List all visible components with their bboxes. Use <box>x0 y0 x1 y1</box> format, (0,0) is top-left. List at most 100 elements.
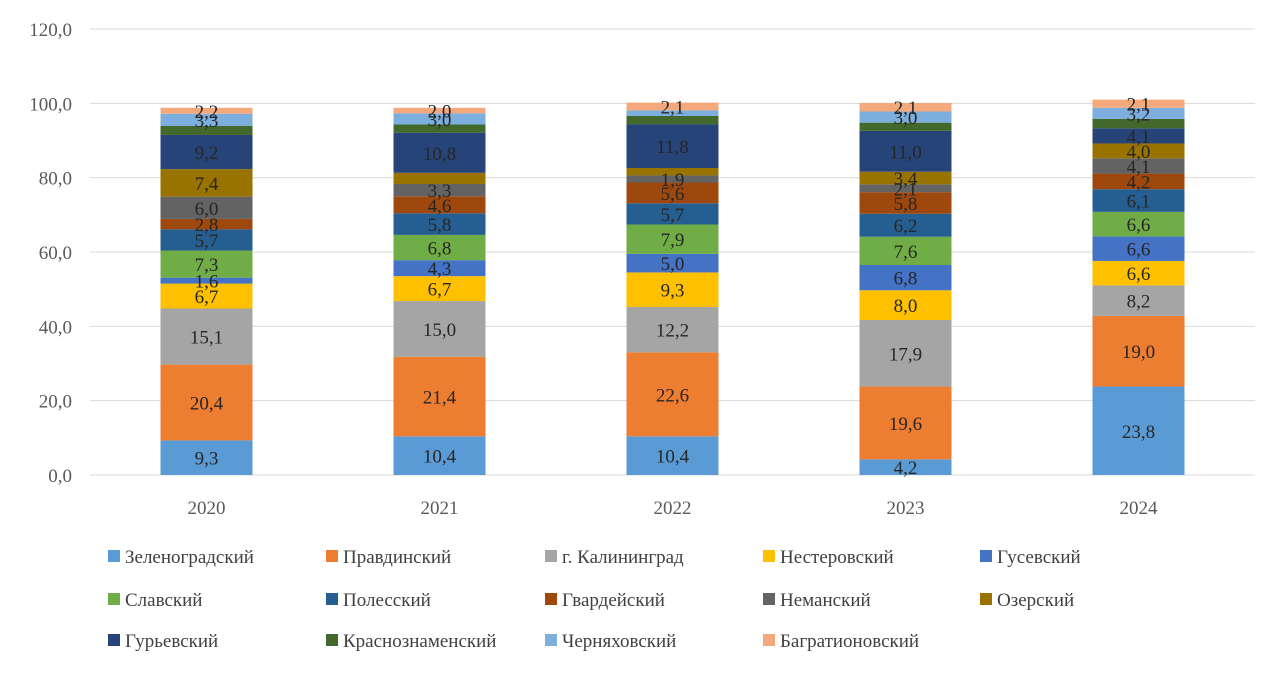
legend-label: г. Калининград <box>562 547 684 568</box>
data-label: 4,2 <box>894 458 918 479</box>
legend-label: Гурьевский <box>125 631 218 652</box>
data-label: 2,0 <box>428 102 452 123</box>
data-label: 3,0 <box>894 108 918 129</box>
data-label: 6,6 <box>1127 240 1151 261</box>
data-label: 2,1 <box>1127 95 1151 116</box>
legend-swatch <box>108 550 120 562</box>
bar-segment <box>393 436 486 475</box>
bar-segment <box>859 130 952 172</box>
data-label: 2,1 <box>894 179 918 200</box>
data-label: 6,6 <box>1127 215 1151 236</box>
data-label: 10,4 <box>656 447 690 468</box>
legend-label: Нестеровский <box>780 547 894 568</box>
x-tick-label: 2021 <box>421 498 459 519</box>
bar-segment <box>626 168 719 176</box>
legend-swatch <box>108 593 120 605</box>
data-label: 15,1 <box>190 328 223 349</box>
data-label: 4,6 <box>428 196 452 217</box>
legend-swatch <box>980 550 992 562</box>
y-axis-ticks: 0,0 20,0 40,0 60,0 80,0 100,0 120,0 <box>29 20 72 487</box>
legend-swatch <box>326 550 338 562</box>
legend-label: Гвардейский <box>562 590 665 611</box>
legend-label: Черняховский <box>562 631 676 652</box>
data-label: 10,8 <box>423 144 456 165</box>
y-tick-label: 120,0 <box>29 20 72 41</box>
legend-label: Гусевский <box>997 547 1081 568</box>
bar-segment <box>393 234 486 261</box>
data-label: 6,6 <box>1127 264 1151 285</box>
data-label: 17,9 <box>889 344 922 365</box>
data-label: 5,7 <box>661 205 685 226</box>
legend-swatch <box>763 593 775 605</box>
bar-segment <box>393 276 486 302</box>
bar-segment <box>393 196 486 214</box>
bar-segment <box>1092 386 1185 475</box>
bar-segment <box>626 253 719 273</box>
bar-segment <box>160 113 253 127</box>
data-label: 4,0 <box>1127 142 1151 163</box>
data-label: 8,2 <box>1127 292 1151 313</box>
legend: Зеленоградский Правдинский г. Калининград Н… <box>108 547 1081 652</box>
data-label: 4,1 <box>1127 127 1151 148</box>
bar-segment <box>626 110 719 116</box>
x-tick-label: 2022 <box>654 498 692 519</box>
data-label: 6,2 <box>894 216 918 237</box>
bar-segment <box>160 364 253 441</box>
bar-segment <box>393 260 486 277</box>
bar-segment <box>626 352 719 437</box>
bar-segment <box>1092 211 1185 237</box>
y-tick-label: 80,0 <box>39 169 72 190</box>
bar-segment <box>1092 158 1185 174</box>
bar-segment <box>859 184 952 193</box>
bar-segment <box>1092 128 1185 144</box>
legend-label: Правдинский <box>343 547 451 568</box>
bar-segment <box>160 229 253 251</box>
data-label: 23,8 <box>1122 422 1155 443</box>
bar-segment <box>859 290 952 321</box>
legend-swatch <box>545 634 557 646</box>
legend-swatch <box>108 634 120 646</box>
data-label: 3,2 <box>1127 104 1151 125</box>
bar-segment <box>160 440 253 475</box>
bar-segment <box>626 102 719 111</box>
data-label: 7,9 <box>661 230 685 251</box>
bar-segment <box>1092 189 1185 212</box>
bar-segment <box>626 272 719 308</box>
bar-segment <box>859 386 952 460</box>
legend-swatch <box>763 550 775 562</box>
legend-swatch <box>980 593 992 605</box>
data-label: 2,2 <box>195 102 219 123</box>
legend-swatch <box>326 634 338 646</box>
bar-segment <box>160 126 253 135</box>
data-label: 3,4 <box>894 169 918 190</box>
bar-segment <box>859 265 952 291</box>
bar-segment <box>1092 236 1185 261</box>
data-label: 6,0 <box>195 199 219 220</box>
bar-segment <box>1092 173 1185 190</box>
bar-segment <box>1092 143 1185 159</box>
data-label: 3,3 <box>195 111 219 132</box>
bar-segment <box>626 182 719 204</box>
bar-segment <box>393 113 486 125</box>
legend-label: Полесский <box>343 590 431 611</box>
bar-segment <box>626 124 719 169</box>
data-label: 12,2 <box>656 321 689 342</box>
bar-segment <box>859 171 952 185</box>
data-label: 2,1 <box>894 98 918 119</box>
bar-segment <box>859 236 952 266</box>
legend-label: Озерский <box>997 590 1074 611</box>
data-label: 8,0 <box>894 296 918 317</box>
bar-segment <box>859 102 952 112</box>
data-label: 19,6 <box>889 414 922 435</box>
bar-segment <box>1092 118 1185 129</box>
data-label: 5,6 <box>661 184 685 205</box>
bar-segment <box>160 218 253 230</box>
data-label: 1,6 <box>195 272 219 293</box>
bar-segment <box>626 224 719 254</box>
bar-segment <box>393 107 486 114</box>
legend-label: Зеленоградский <box>125 547 254 568</box>
legend-swatch <box>326 593 338 605</box>
data-label: 4,2 <box>1127 172 1151 193</box>
bar-segment <box>626 436 719 475</box>
